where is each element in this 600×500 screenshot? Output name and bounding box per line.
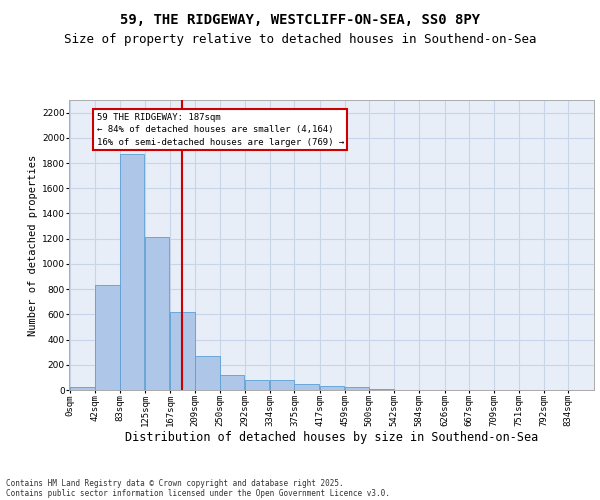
Bar (145, 238, 169, 390)
Y-axis label: Number of detached properties: Number of detached properties (28, 154, 38, 336)
Bar (195, 356, 220, 390)
Text: 59, THE RIDGEWAY, WESTCLIFF-ON-SEA, SS0 8PY: 59, THE RIDGEWAY, WESTCLIFF-ON-SEA, SS0 … (120, 12, 480, 26)
Bar (320, 386, 344, 390)
Bar (120, 154, 145, 390)
Bar (70, 388, 95, 390)
Bar (344, 388, 369, 390)
Bar (295, 384, 319, 390)
Bar (369, 388, 394, 390)
Bar (245, 380, 269, 390)
Text: 59 THE RIDGEWAY: 187sqm
← 84% of detached houses are smaller (4,164)
16% of semi: 59 THE RIDGEWAY: 187sqm ← 84% of detache… (97, 112, 344, 146)
Text: Contains public sector information licensed under the Open Government Licence v3: Contains public sector information licen… (6, 488, 390, 498)
Text: Contains HM Land Registry data © Crown copyright and database right 2025.: Contains HM Land Registry data © Crown c… (6, 478, 344, 488)
Bar (270, 380, 295, 390)
Bar (95, 286, 120, 390)
Bar (170, 312, 194, 390)
Bar (220, 375, 244, 390)
Text: Size of property relative to detached houses in Southend-on-Sea: Size of property relative to detached ho… (64, 32, 536, 46)
X-axis label: Distribution of detached houses by size in Southend-on-Sea: Distribution of detached houses by size … (125, 430, 538, 444)
